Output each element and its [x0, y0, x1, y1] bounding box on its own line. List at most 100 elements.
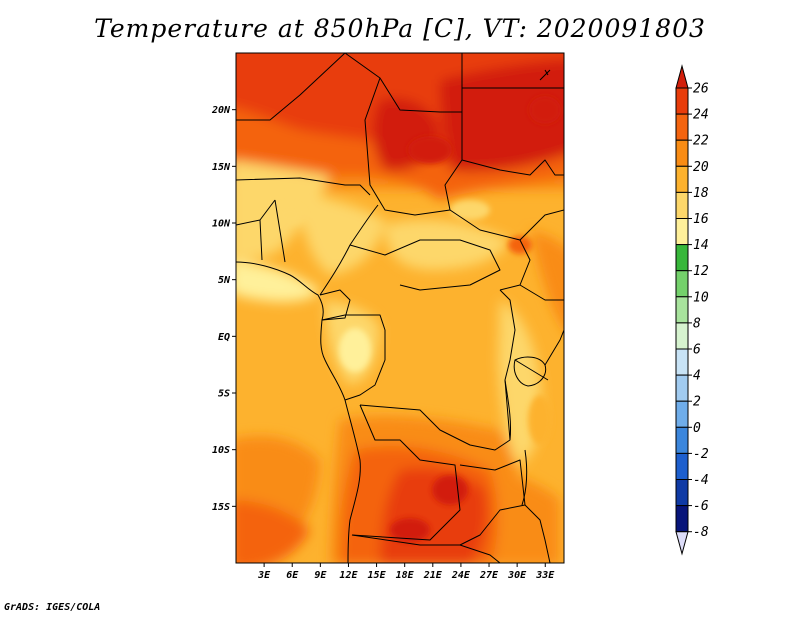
colorbar-swatch — [675, 452, 689, 480]
coastline-west — [236, 261, 361, 563]
y-tick-label: EQ — [218, 332, 230, 343]
blob-9 — [529, 96, 561, 124]
map-borders — [236, 53, 564, 563]
x-axis: 3E 6E 9E 12E 15E 18E 21E 24E 27E 30E 33E — [257, 563, 555, 581]
colorbar-label: -8 — [693, 525, 709, 540]
border-chad — [364, 77, 463, 216]
colorbar-swatch — [675, 270, 689, 298]
colorbar-label: 22 — [693, 134, 709, 149]
lake-malawi — [521, 449, 528, 506]
y-tick-label: 10N — [212, 219, 231, 230]
x-tick-label: 6E — [286, 570, 299, 581]
y-tick-label: 20N — [211, 105, 231, 116]
colorbar-swatch — [675, 244, 689, 272]
colorbar-label: 10 — [693, 290, 709, 305]
colorbar-swatch — [675, 165, 689, 193]
y-tick-label: 10S — [212, 445, 230, 456]
chart-title: Temperature at 850hPa [C], VT: 202009180… — [94, 14, 706, 43]
colorbar-label: 12 — [693, 264, 709, 279]
colorbar-label: 4 — [693, 369, 701, 384]
plot-frame — [235, 52, 565, 564]
border-west-africa — [236, 199, 286, 263]
border-drc-east — [359, 289, 516, 451]
field-south-24 — [380, 468, 487, 563]
x-tick-label: 30E — [507, 570, 527, 581]
y-tick-label: 15S — [212, 502, 230, 513]
colorbar-swatch — [675, 505, 689, 533]
border-gabon — [319, 289, 351, 321]
blob-3 — [432, 475, 468, 505]
colorbar-swatch — [675, 322, 689, 350]
border-niger-nigeria — [236, 177, 371, 196]
border-sudan-inner — [461, 159, 564, 176]
x-tick-label: 33E — [535, 570, 555, 581]
colorbar-swatch — [675, 191, 689, 219]
border-south-sudan — [449, 209, 531, 291]
x-tick-label: 15E — [368, 570, 387, 581]
blob-7 — [450, 200, 490, 220]
blob-1 — [408, 136, 452, 164]
colorbar-label: 6 — [693, 343, 701, 358]
x-tick-label: 27E — [479, 570, 499, 581]
border-namibia-botswana — [351, 534, 501, 563]
colorbar-top-arrow — [675, 64, 689, 89]
colorbar-swatch — [675, 113, 689, 141]
border-tanzania-kenya — [514, 329, 564, 381]
border-ethiopia — [519, 209, 564, 301]
blob-6 — [339, 328, 371, 372]
border-angola — [351, 404, 461, 541]
colorbar-label: -6 — [693, 499, 709, 514]
blob-8 — [528, 395, 552, 445]
colorbar-label: 0 — [693, 421, 701, 436]
colorbar-label: 24 — [693, 108, 709, 123]
colorbar-label: 8 — [693, 316, 701, 331]
colorbar-swatch — [675, 296, 689, 324]
colorbar-label: 20 — [693, 160, 709, 175]
colorbar-swatch — [675, 479, 689, 507]
colorbar-swatch — [675, 139, 689, 167]
x-tick-label: 24E — [451, 570, 471, 581]
lake-victoria — [513, 356, 547, 387]
x-tick-label: 3E — [257, 570, 271, 581]
colorbar-bottom-arrow — [675, 531, 689, 556]
colorbar-swatch — [675, 400, 689, 428]
grads-credit: GrADS: IGES/COLA — [4, 602, 101, 613]
y-tick-label: 15N — [212, 162, 231, 173]
y-axis: 20N 15N 10N 5N EQ 5S 10S 15S — [211, 105, 236, 513]
border-mali — [236, 53, 346, 121]
x-tick-label: 12E — [339, 570, 358, 581]
border-mozambique — [524, 504, 551, 563]
colorbar-swatch — [675, 426, 689, 454]
blob-2 — [276, 205, 304, 225]
x-tick-label: 21E — [423, 570, 443, 581]
coastline-east — [539, 69, 551, 81]
field-car-16 — [385, 220, 510, 270]
x-tick-label: 9E — [314, 570, 327, 581]
blob-5 — [508, 236, 532, 254]
colorbar-label: 26 — [693, 82, 709, 97]
colorbar-label: -4 — [693, 473, 709, 488]
border-congo-drc — [321, 314, 386, 401]
colorbar-swatch — [675, 374, 689, 402]
temperature-field — [236, 53, 564, 563]
colorbar-label: 2 — [693, 395, 701, 410]
colorbar-label: 16 — [693, 212, 709, 227]
colorbar-label: 14 — [693, 238, 709, 253]
colorbar-swatch — [675, 87, 689, 115]
y-tick-label: 5S — [218, 389, 230, 400]
border-libya-egypt — [344, 53, 463, 113]
blob-4 — [390, 518, 430, 542]
field-atlantic-22 — [236, 500, 310, 563]
colorbar-label: 18 — [693, 186, 709, 201]
x-tick-label: 18E — [396, 570, 415, 581]
field-cameroon-16 — [300, 190, 385, 275]
field-horn-warm — [530, 230, 564, 329]
colorbar-label: -2 — [693, 447, 709, 462]
y-tick-label: 5N — [218, 275, 231, 286]
colorbar-swatch — [675, 348, 689, 376]
border-car — [349, 239, 501, 291]
field-guinea-coast-14 — [236, 262, 320, 302]
colorbar-swatch — [675, 218, 689, 246]
